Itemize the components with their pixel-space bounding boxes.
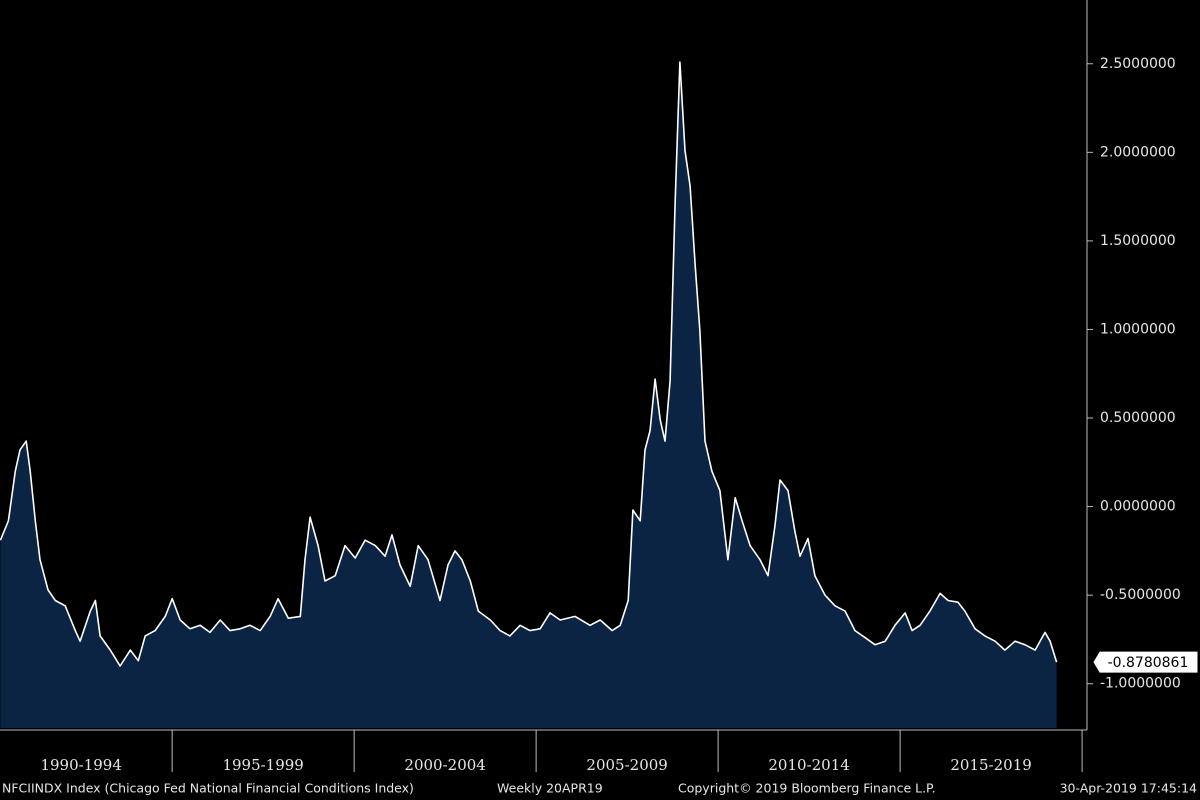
last-value-label: -0.8780861 xyxy=(1108,655,1189,671)
source-text: NFCIINDX Index (Chicago Fed National Fin… xyxy=(2,781,414,796)
y-tick-label: 2.5000000 xyxy=(1100,56,1176,72)
area-fill xyxy=(0,62,1057,728)
y-tick-label: 1.0000000 xyxy=(1100,321,1176,337)
x-tick-label: 2015-2019 xyxy=(950,756,1031,774)
x-tick-label: 1990-1994 xyxy=(40,756,121,774)
y-tick-label: 2.0000000 xyxy=(1100,144,1176,160)
timestamp-text: 30-Apr-2019 17:45:14 xyxy=(1060,781,1197,796)
x-tick-label: 2000-2004 xyxy=(404,756,485,774)
plot-area xyxy=(0,61,1058,728)
y-tick-label: -0.5000000 xyxy=(1100,587,1181,603)
y-tick-label: 1.5000000 xyxy=(1100,233,1176,249)
line xyxy=(0,61,1058,667)
copyright-text: Copyright© 2019 Bloomberg Finance L.P. xyxy=(678,781,936,796)
y-tick-label: -1.0000000 xyxy=(1100,676,1181,692)
x-tick-label: 2005-2009 xyxy=(586,756,667,774)
y-tick-label: 0.0000000 xyxy=(1100,499,1176,515)
x-tick-label: 1995-1999 xyxy=(222,756,303,774)
x-tick-label: 2010-2014 xyxy=(768,756,849,774)
y-tick-label: 0.5000000 xyxy=(1100,410,1176,426)
frequency-text: Weekly 20APR19 xyxy=(497,781,603,796)
last-value-box xyxy=(1093,651,1198,673)
